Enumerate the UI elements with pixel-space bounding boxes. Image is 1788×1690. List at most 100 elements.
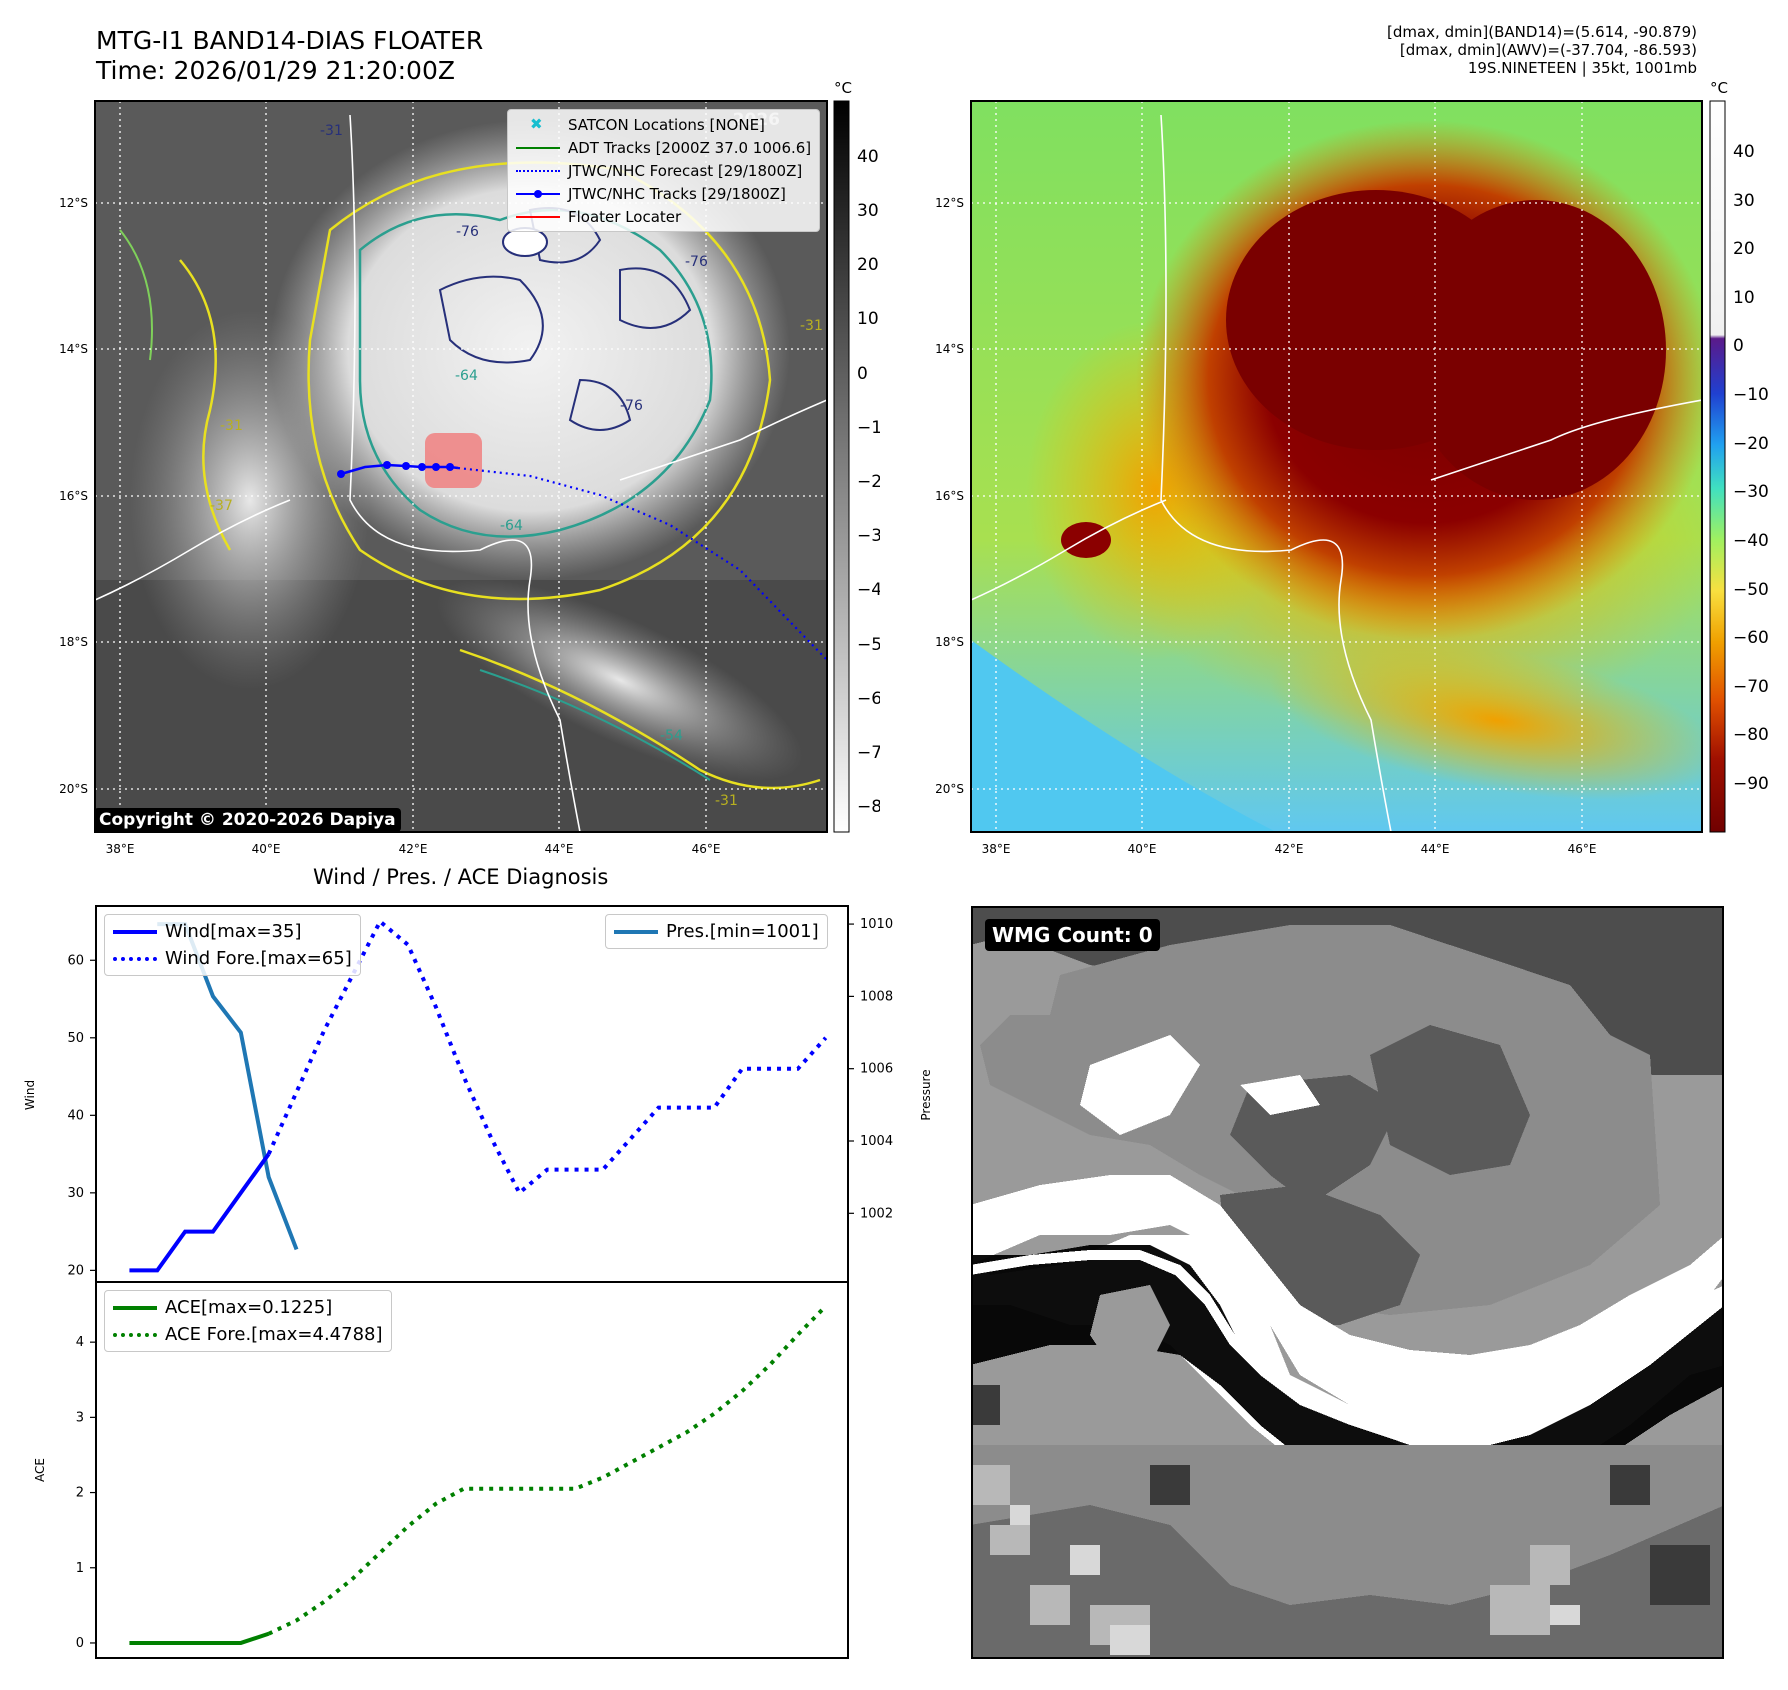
tick-label: 1010 xyxy=(860,917,893,932)
dot-line-icon xyxy=(516,189,560,199)
tick-label: 50 xyxy=(67,1031,84,1046)
svg-text:10: 10 xyxy=(857,309,879,329)
tick-label: 1006 xyxy=(860,1062,893,1077)
legend-wind-forecast: Wind Fore.[max=65] xyxy=(105,945,360,972)
right-map-lon-labels: 38°E 40°E 42°E 44°E 46°E xyxy=(982,842,1597,856)
forecast-track xyxy=(457,466,827,661)
title-line-1: MTG-I1 BAND14-DIAS FLOATER xyxy=(96,26,484,55)
svg-text:−30: −30 xyxy=(857,526,880,546)
ace-ylabel: ACE xyxy=(33,1458,47,1482)
svg-text:38°E: 38°E xyxy=(106,842,135,856)
svg-text:46°E: 46°E xyxy=(1568,842,1597,856)
wind-series-line xyxy=(129,1152,271,1273)
pressure-ylabel: Pressure xyxy=(919,1069,933,1120)
legend-tracks: JTWC/NHC Tracks [29/1800Z] xyxy=(508,182,819,205)
legend-forecast: JTWC/NHC Forecast [29/1800Z] xyxy=(508,159,819,182)
svg-text:44°E: 44°E xyxy=(1421,842,1450,856)
line-icon xyxy=(516,143,560,153)
wind-legend: Wind[max=35] Wind Fore.[max=65] xyxy=(104,914,361,976)
svg-text:20°S: 20°S xyxy=(60,782,88,796)
svg-text:-31: -31 xyxy=(715,793,738,809)
wind-forecast-series-line xyxy=(266,918,828,1196)
svg-text:−40: −40 xyxy=(1733,531,1769,551)
svg-text:46°E: 46°E xyxy=(692,842,721,856)
svg-text:−90: −90 xyxy=(1733,774,1769,794)
right-colorbar-unit: °C xyxy=(1710,80,1728,97)
svg-text:−40: −40 xyxy=(857,580,880,600)
svg-text:12°S: 12°S xyxy=(60,196,88,210)
svg-text:−60: −60 xyxy=(1733,628,1769,648)
svg-text:40°E: 40°E xyxy=(1128,842,1157,856)
svg-text:14°S: 14°S xyxy=(60,342,88,356)
svg-text:−50: −50 xyxy=(857,635,880,655)
svg-text:-31: -31 xyxy=(320,123,343,139)
storm-info: [dmax, dmin](BAND14)=(5.614, -90.879) [d… xyxy=(1387,23,1697,77)
tick-label: 0 xyxy=(76,1636,84,1651)
svg-text:-54: -54 xyxy=(660,728,683,744)
left-map-lat-labels: 12°S 14°S 16°S 18°S 20°S xyxy=(60,196,88,796)
legend-floater: Floater Locater xyxy=(508,205,819,228)
svg-text:-76: -76 xyxy=(685,254,708,270)
right-colorbar-ticks: 40 30 20 10 0 −10 −20 −30 −40 −50 −60 −7… xyxy=(1733,142,1769,794)
pressure-line-icon xyxy=(614,927,658,937)
left-colorbar-ticks: 40 30 20 10 0 −10 −20 −30 −40 −50 −60 −7… xyxy=(857,147,880,817)
svg-text:40°E: 40°E xyxy=(252,842,281,856)
pressure-legend: Pres.[min=1001] xyxy=(605,914,828,949)
svg-text:-64: -64 xyxy=(500,518,523,534)
svg-text:−30: −30 xyxy=(1733,482,1769,502)
legend-satcon: ✖ SATCON Locations [NONE] xyxy=(508,113,819,136)
tick-label: 1 xyxy=(76,1561,84,1576)
svg-text:−20: −20 xyxy=(857,472,880,492)
svg-text:18°S: 18°S xyxy=(60,635,88,649)
ace-legend: ACE[max=0.1225] ACE Fore.[max=4.4788] xyxy=(104,1290,392,1352)
tick-label: 2 xyxy=(76,1486,84,1501)
tick-label: 30 xyxy=(67,1186,84,1201)
svg-text:−80: −80 xyxy=(1733,725,1769,745)
contour-labels: -31 -76 -76 -64 -64 -76 -31 -31 -37 -54 … xyxy=(210,123,823,809)
svg-text:-76: -76 xyxy=(620,398,643,414)
title-line-2: Time: 2026/01/29 21:20:00Z xyxy=(96,56,455,85)
tick-label: 20 xyxy=(67,1263,84,1278)
svg-text:16°S: 16°S xyxy=(936,489,964,503)
svg-text:-37: -37 xyxy=(210,498,233,514)
svg-text:20: 20 xyxy=(1733,239,1755,259)
legend-adt: ADT Tracks [2000Z 37.0 1006.6] xyxy=(508,136,819,159)
tick-label: 1004 xyxy=(860,1134,893,1149)
svg-text:−10: −10 xyxy=(857,418,880,438)
wmg-count-badge: WMG Count: 0 xyxy=(985,919,1160,951)
svg-text:12°S: 12°S xyxy=(936,196,964,210)
band-cloud xyxy=(436,579,804,781)
svg-text:-64: -64 xyxy=(455,368,478,384)
awv-map-panel: °C 40 30 20 10 0 −10 −20 −30 −40 −50 −60… xyxy=(936,80,1769,856)
svg-text:−20: −20 xyxy=(1733,434,1769,454)
info-line-3: 19S.NINETEEN | 35kt, 1001mb xyxy=(1467,59,1697,77)
tick-label: 60 xyxy=(67,953,84,968)
legend-ace: ACE[max=0.1225] xyxy=(105,1294,391,1321)
svg-text:10: 10 xyxy=(1733,288,1755,308)
ace-series-line xyxy=(129,1631,270,1645)
svg-text:30: 30 xyxy=(1733,191,1755,211)
svg-text:−50: −50 xyxy=(1733,580,1769,600)
svg-text:38°E: 38°E xyxy=(982,842,1011,856)
left-colorbar xyxy=(833,100,850,833)
wind-line-icon xyxy=(113,927,157,937)
legend-pressure: Pres.[min=1001] xyxy=(606,918,827,945)
svg-text:40: 40 xyxy=(857,147,879,167)
tick-label: 1008 xyxy=(860,989,893,1004)
info-line-2: [dmax, dmin](AWV)=(-37.704, -86.593) xyxy=(1399,41,1697,59)
svg-text:−60: −60 xyxy=(857,689,880,709)
svg-text:-31: -31 xyxy=(220,418,243,434)
svg-text:−10: −10 xyxy=(1733,385,1769,405)
svg-text:0: 0 xyxy=(857,364,868,384)
svg-text:14°S: 14°S xyxy=(936,342,964,356)
diagnosis-title: Wind / Pres. / ACE Diagnosis xyxy=(313,865,609,889)
svg-text:0: 0 xyxy=(1733,336,1744,356)
info-line-1: [dmax, dmin](BAND14)=(5.614, -90.879) xyxy=(1386,23,1697,41)
ace-line-icon xyxy=(113,1303,157,1313)
pressure-axis-ticks: 1002 1004 1006 1008 1010 xyxy=(848,917,893,1221)
svg-text:44°E: 44°E xyxy=(545,842,574,856)
dotted-line-icon xyxy=(516,166,560,176)
svg-text:−70: −70 xyxy=(857,743,880,763)
copyright-badge: Copyright © 2020-2026 Dapiya xyxy=(94,808,401,832)
svg-text:42°E: 42°E xyxy=(399,842,428,856)
